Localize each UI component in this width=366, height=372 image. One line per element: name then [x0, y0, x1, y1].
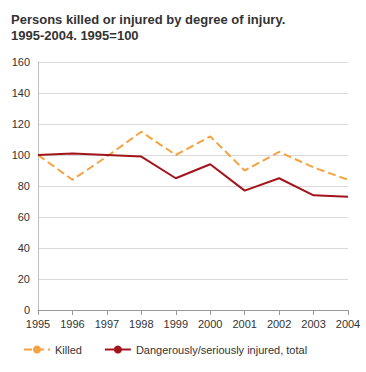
- svg-text:60: 60: [18, 211, 30, 223]
- svg-text:1995: 1995: [26, 318, 50, 330]
- svg-text:2002: 2002: [267, 318, 291, 330]
- svg-text:2004: 2004: [336, 318, 360, 330]
- svg-text:40: 40: [18, 242, 30, 254]
- svg-text:Persons killed or injured by d: Persons killed or injured by degree of i…: [11, 12, 289, 27]
- svg-text:1997: 1997: [95, 318, 119, 330]
- svg-text:2001: 2001: [232, 318, 256, 330]
- svg-text:140: 140: [12, 87, 30, 99]
- svg-text:2000: 2000: [198, 318, 222, 330]
- svg-text:120: 120: [12, 118, 30, 130]
- svg-text:80: 80: [18, 180, 30, 192]
- svg-text:20: 20: [18, 273, 30, 285]
- svg-text:Killed: Killed: [55, 344, 82, 356]
- svg-text:1999: 1999: [164, 318, 188, 330]
- svg-text:Dangerously/seriously injured,: Dangerously/seriously injured, total: [136, 344, 307, 356]
- svg-text:1995-2004. 1995=100: 1995-2004. 1995=100: [11, 28, 139, 43]
- svg-text:0: 0: [24, 304, 30, 316]
- svg-text:100: 100: [12, 149, 30, 161]
- svg-text:2003: 2003: [301, 318, 325, 330]
- svg-text:160: 160: [12, 56, 30, 68]
- svg-text:1998: 1998: [129, 318, 153, 330]
- svg-text:1996: 1996: [60, 318, 84, 330]
